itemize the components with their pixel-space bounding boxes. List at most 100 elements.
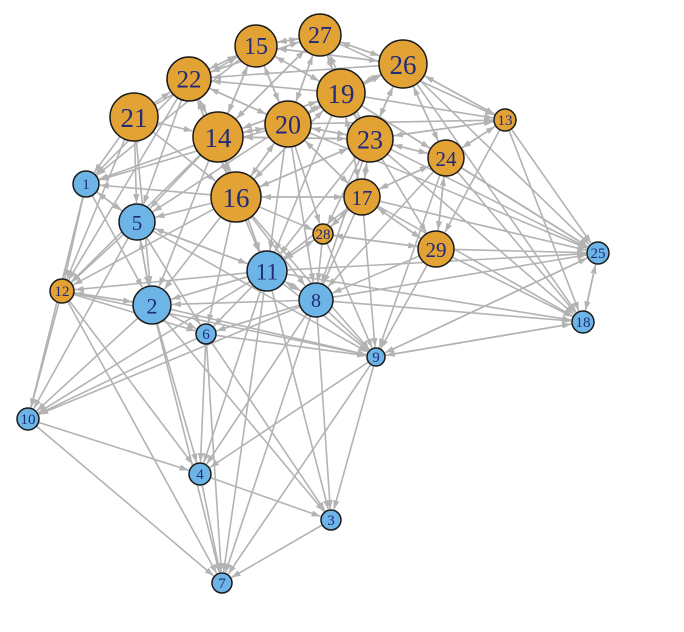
- node-label-8: 8: [311, 290, 321, 312]
- edge-22-12: [68, 97, 179, 281]
- edge-26-23: [378, 85, 395, 118]
- edge-26-18: [416, 83, 577, 313]
- node-4: 4: [188, 462, 212, 486]
- node-circle-19: [316, 68, 366, 118]
- node-label-9: 9: [372, 350, 380, 366]
- node-2: 2: [132, 285, 172, 325]
- edge-23-18: [386, 153, 575, 315]
- edge-27-20: [295, 54, 314, 102]
- node-circle-23: [346, 115, 394, 163]
- edge-9-4: [209, 361, 369, 469]
- edge-13-18: [508, 130, 580, 312]
- node-circle-12: [49, 278, 75, 304]
- node-10: 10: [16, 407, 40, 431]
- node-7: 7: [211, 572, 233, 594]
- edge-19-23: [349, 109, 358, 120]
- edge-11-7: [221, 290, 265, 573]
- edge-8-9: [327, 311, 370, 351]
- node-label-27: 27: [308, 23, 332, 49]
- node-12: 12: [49, 278, 75, 304]
- node-6: 6: [195, 323, 217, 345]
- node-label-6: 6: [202, 327, 210, 343]
- node-circle-11: [246, 250, 288, 292]
- edge-11-3: [271, 290, 330, 510]
- edge-24-29: [435, 175, 445, 231]
- node-20: 20: [264, 100, 312, 148]
- edge-2-9: [170, 308, 367, 356]
- node-28: 28: [312, 223, 334, 245]
- node-label-4: 4: [196, 467, 204, 483]
- edge-1-12: [63, 196, 84, 279]
- node-16: 16: [210, 171, 262, 223]
- node-label-12: 12: [55, 284, 70, 300]
- edge-26-24: [412, 85, 439, 142]
- edge-9-3: [333, 365, 375, 510]
- edge-27-26: [339, 41, 380, 57]
- node-label-14: 14: [205, 123, 233, 153]
- node-circle-1: [72, 170, 100, 198]
- edge-29-18: [451, 256, 573, 318]
- edge-23-28: [327, 159, 361, 225]
- node-label-22: 22: [177, 67, 202, 94]
- edge-8-6: [216, 304, 301, 332]
- edge-8-25: [332, 253, 587, 298]
- node-circle-22: [166, 56, 212, 102]
- edge-3-7: [231, 524, 323, 579]
- edge-21-22: [153, 91, 171, 105]
- edge-21-16: [152, 131, 216, 182]
- edge-16-1: [99, 182, 212, 196]
- node-29: 29: [417, 230, 455, 268]
- edge-19-13: [364, 96, 494, 120]
- edge-23-13: [392, 119, 494, 137]
- node-circle-4: [188, 462, 212, 486]
- edge-11-9: [282, 282, 369, 352]
- edge-24-18: [456, 171, 576, 314]
- edge-15-27: [276, 37, 299, 44]
- edge-5-11: [153, 227, 248, 265]
- node-18: 18: [571, 310, 595, 334]
- node-22: 22: [166, 56, 212, 102]
- edge-14-20: [242, 126, 265, 134]
- edge-20-17: [303, 139, 350, 185]
- edge-10-7: [35, 425, 215, 577]
- edge-2-10: [36, 317, 139, 412]
- node-circle-15: [234, 24, 278, 68]
- edge-28-8: [315, 243, 323, 283]
- node-circle-10: [16, 407, 40, 431]
- node-circle-26: [378, 39, 428, 89]
- node-circle-16: [210, 171, 262, 223]
- node-circle-2: [132, 285, 172, 325]
- edge-16-5: [155, 202, 212, 219]
- node-21: 21: [109, 92, 159, 142]
- edge-23-16: [259, 147, 350, 188]
- node-label-24: 24: [436, 147, 458, 171]
- edge-21-12: [66, 138, 126, 280]
- edge-6-3: [210, 341, 326, 512]
- edge-11-8: [283, 280, 301, 292]
- edge-6-9: [215, 334, 367, 358]
- edge-26-25: [419, 80, 590, 246]
- node-26: 26: [378, 39, 428, 89]
- edge-11-18: [286, 273, 572, 322]
- edge-17-29: [376, 206, 421, 239]
- edge-8-18: [332, 300, 572, 324]
- edge-20-11: [268, 146, 286, 251]
- edge-14-15: [226, 65, 249, 115]
- edge-27-19: [326, 54, 334, 70]
- edge-29-25: [453, 248, 587, 256]
- node-13: 13: [493, 108, 517, 132]
- edge-2-4: [156, 323, 198, 463]
- node-circle-18: [571, 310, 595, 334]
- edge-14-2: [158, 160, 210, 287]
- node-1: 1: [72, 170, 100, 198]
- edge-23-11: [279, 156, 357, 255]
- edge-18-9: [385, 323, 573, 357]
- edge-23-17: [362, 161, 369, 179]
- edge-12-2: [73, 292, 133, 304]
- edge-1-2: [91, 195, 144, 288]
- node-label-5: 5: [132, 211, 143, 235]
- edge-14-5: [149, 154, 202, 209]
- node-11: 11: [246, 250, 288, 292]
- node-label-18: 18: [576, 315, 591, 331]
